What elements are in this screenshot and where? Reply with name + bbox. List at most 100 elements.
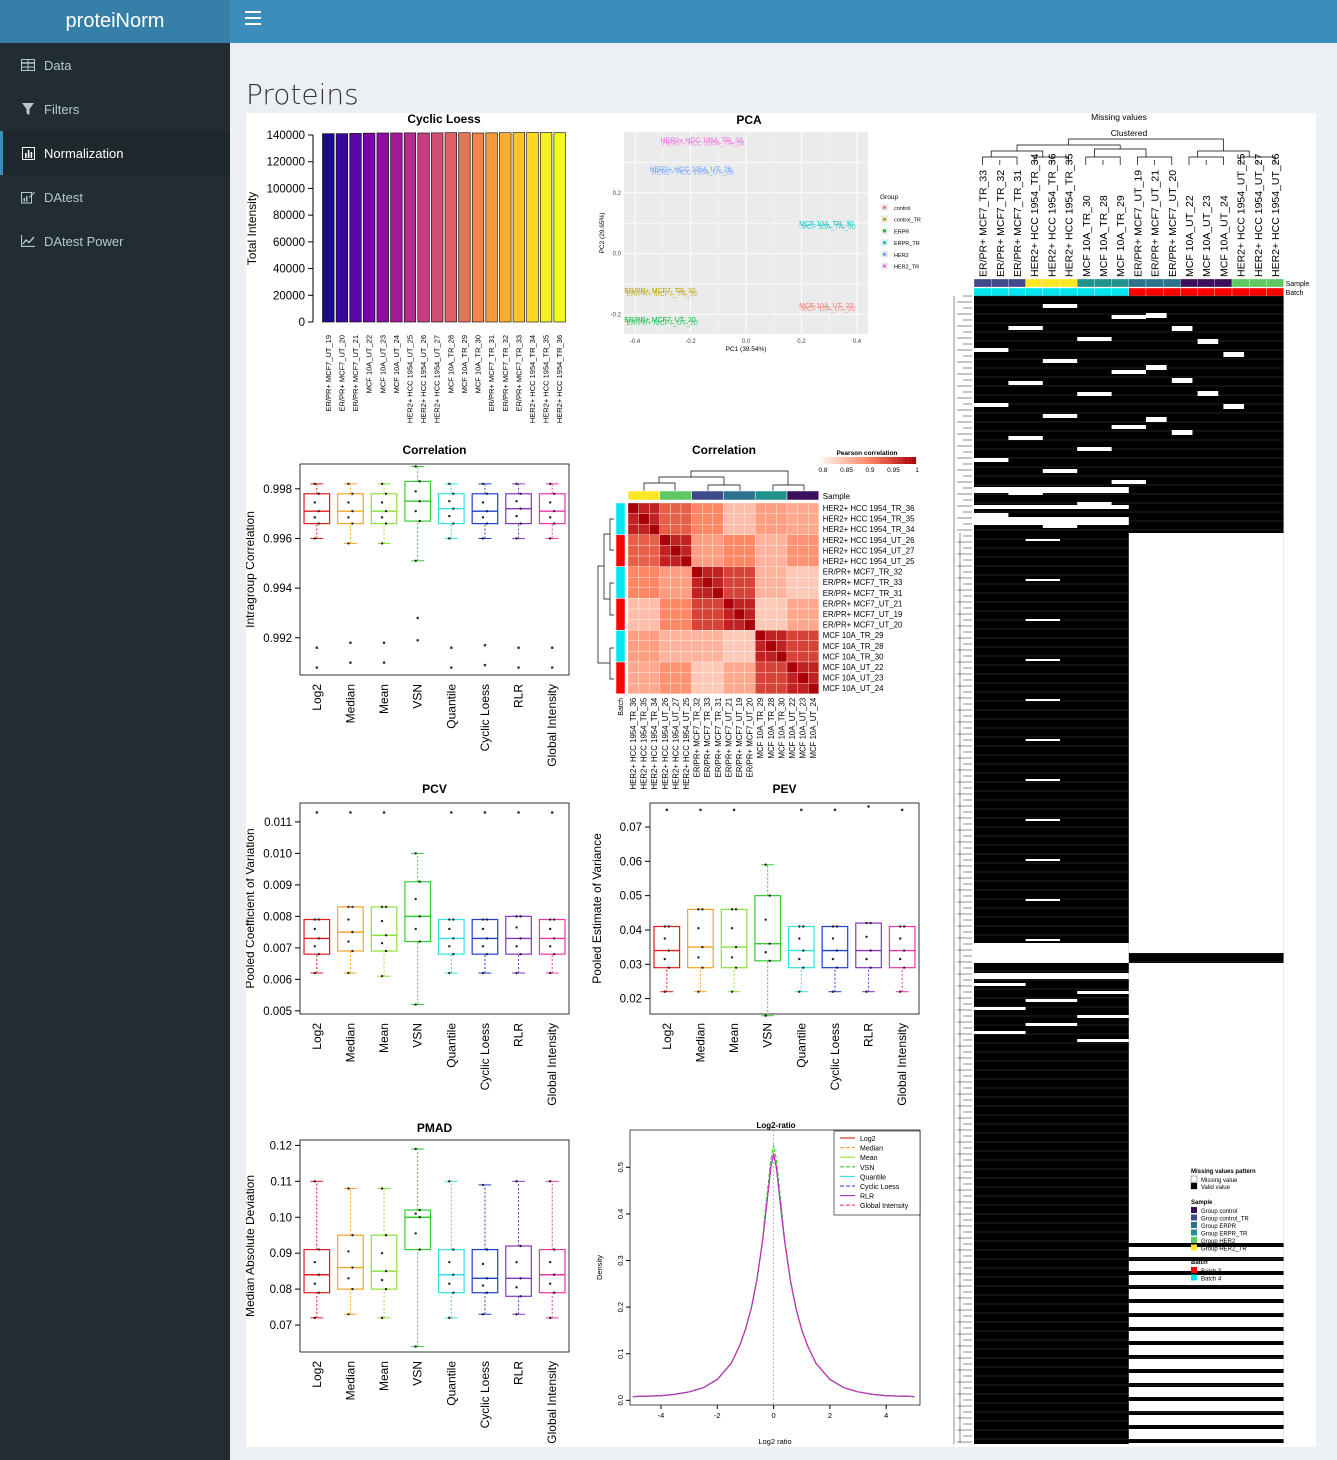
sample-annotation-cell: [1094, 278, 1112, 288]
sidebar-item-data[interactable]: Data: [0, 43, 230, 87]
sidebar-item-datest-power[interactable]: DAtest Power: [0, 219, 230, 263]
heatmap-cell: [755, 566, 766, 578]
pca-point-label: HER2+ HCC 1954_UT_26: [649, 166, 731, 173]
heatmap-cell: [659, 630, 671, 641]
sidebar-item-filters[interactable]: Filters: [0, 87, 230, 131]
data-point: [384, 1234, 388, 1237]
sidebar-toggle-icon[interactable]: [245, 11, 261, 25]
legend-gradient-step: [848, 457, 852, 464]
missing-value-cell: [1025, 739, 1060, 741]
heatmap-cell: [808, 672, 819, 684]
heatmap-cell: [702, 598, 713, 610]
data-point: [481, 971, 485, 975]
data-point: [515, 1180, 518, 1183]
sidebar-item-datest[interactable]: DAtest: [0, 175, 230, 219]
heatmap-cell: [670, 502, 682, 514]
x-tick-label: MCF 10A_TR_30: [474, 335, 483, 393]
heatmap-cell: [786, 545, 798, 557]
data-point: [313, 971, 317, 975]
missing-value-cell: [1077, 502, 1112, 506]
heatmap-cell: [702, 672, 713, 684]
heatmap-cell: [723, 651, 735, 663]
heatmap-cell: [765, 555, 777, 567]
heatmap-cell: [638, 545, 650, 557]
outlier-point: [382, 641, 386, 645]
data-point: [481, 1183, 485, 1187]
chart-title: PMAD: [417, 1121, 453, 1135]
box: [538, 918, 566, 955]
heatmap-cell: [627, 566, 639, 578]
normalization-plot-panel: Cyclic Loess 0 20000 40000 60000 80000 100000 1…: [243, 112, 1316, 1453]
heatmap-cell: [649, 555, 660, 567]
data-point: [515, 926, 518, 929]
missing-value-cell: [1025, 1023, 1078, 1026]
legend-box: [833, 1130, 921, 1216]
outlier-point: [867, 805, 870, 808]
heatmap-cell: [670, 577, 682, 588]
x-tick-label: ER/PR+ MCF7_UT_20: [337, 335, 346, 411]
heatmap-cell: [776, 534, 788, 546]
missing-value-cell: [1128, 1359, 1284, 1369]
heatmap-cell: [702, 608, 713, 620]
heatmap-cell: [744, 577, 756, 588]
heatmap-cell: [786, 577, 798, 588]
missing-value-cell: [1042, 524, 1078, 528]
missing-value-cell: [974, 517, 1129, 525]
heatmap-cell: [776, 545, 788, 557]
row-label: ER/PR+ MCF7_UT_20: [823, 621, 903, 630]
legend-gradient-step: [860, 457, 864, 464]
legend-gradient-step: [841, 457, 845, 464]
heatmap-cell: [649, 683, 660, 694]
app-brand[interactable]: proteiNorm: [0, 0, 230, 43]
missing-value-cell: [1128, 1331, 1284, 1341]
data-point: [515, 971, 518, 975]
legend-title: Missing values pattern: [1191, 1169, 1256, 1175]
y-tick-label: 0.11: [270, 1176, 292, 1188]
x-tick-label: -2: [714, 1411, 721, 1420]
heatmap-cell: [744, 513, 756, 525]
sidebar-item-label: DAtest Power: [44, 233, 124, 249]
box: [538, 493, 566, 525]
heatmap-cell: [786, 619, 798, 631]
data-point: [317, 952, 321, 956]
data-point: [865, 921, 868, 925]
x-tick-label: ER/PR+ MCF7_UT_19: [324, 335, 333, 411]
bar: [553, 132, 566, 323]
legend-gradient-step: [856, 457, 859, 464]
heatmap-cell: [765, 513, 777, 525]
heatmap-cell: [659, 577, 671, 588]
x-tick-label: Log2: [310, 1361, 324, 1388]
heatmap-cell: [723, 555, 735, 567]
legend-tick-label: 0.95: [887, 467, 900, 474]
data-point: [347, 542, 350, 545]
heatmap-cell: [659, 545, 671, 557]
box: [687, 908, 714, 969]
sample-annotation-cell: [659, 490, 692, 501]
data-point: [519, 952, 522, 956]
x-tick-label: -4: [658, 1411, 665, 1420]
legend-gradient-step: [863, 457, 866, 464]
bar: [485, 132, 498, 323]
sidebar-item-normalization[interactable]: Normalization: [0, 131, 230, 175]
heatmap-cell: [733, 630, 745, 641]
missing-value-cell: [1025, 859, 1060, 861]
data-point: [519, 1244, 522, 1248]
bar: [363, 132, 376, 323]
outlier-point: [450, 811, 453, 814]
heatmap-cell: [670, 513, 682, 525]
batch-annotation-cell: [1111, 287, 1129, 297]
data-point: [418, 1216, 421, 1219]
x-tick-label: HER2+ HCC 1954_UT_25: [405, 335, 414, 423]
heatmap-cell: [755, 545, 766, 557]
sample-annotation-cell: [627, 490, 661, 501]
heatmap-cell: [712, 502, 724, 514]
column-label: HER2+ HCC 1954_UT_27: [671, 698, 680, 790]
heatmap-cell: [776, 566, 788, 578]
data-point: [869, 921, 872, 925]
sample-annotation-cell: [1025, 278, 1043, 288]
y-axis-label: Median Absolute Deviation: [246, 1175, 257, 1317]
heatmap-cell: [723, 534, 735, 546]
y-tick-label: 0.2: [613, 191, 622, 197]
row-label: HER2+ HCC 1954_TR_34: [823, 525, 915, 534]
heatmap-cell: [776, 598, 788, 610]
